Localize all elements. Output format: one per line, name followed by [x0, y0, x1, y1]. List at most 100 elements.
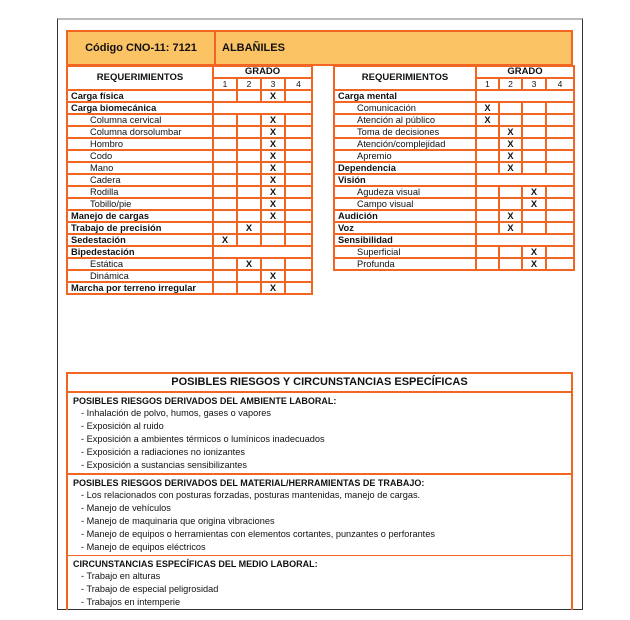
requirement-label: Audición: [333, 209, 477, 223]
grade-cell: [475, 149, 500, 163]
grade-mark: X: [521, 197, 547, 211]
occupation-name: ALBAÑILES: [222, 42, 285, 54]
grade-number: 2: [498, 77, 523, 91]
grade-cell: [284, 161, 313, 175]
requirement-label: Carga física: [66, 89, 214, 103]
grade-cell: [212, 173, 238, 187]
table-row: Carga mental: [333, 89, 575, 103]
requirements-header: REQUERIMIENTOS: [333, 65, 477, 91]
header-row: REQUERIMIENTOS GRADO: [333, 65, 575, 91]
table-row: Cadera X: [66, 173, 313, 187]
risk-item: - Trabajo de especial peligrosidad: [81, 584, 219, 594]
requirement-label: Rodilla: [66, 185, 214, 199]
risks-section: POSIBLES RIESGOS Y CIRCUNSTANCIAS ESPECÍ…: [66, 372, 573, 610]
grade-mark: X: [521, 185, 547, 199]
risk-item: - Exposición a sustancias sensibilizante…: [81, 460, 247, 470]
requirements-header: REQUERIMIENTOS: [66, 65, 214, 91]
grade-cell-merged: [212, 101, 313, 115]
requirement-label: Marcha por terreno irregular: [66, 281, 214, 295]
grade-cell: [284, 137, 313, 151]
grade-cell: [498, 101, 523, 115]
table-row: Manejo de cargas X: [66, 209, 313, 223]
requirement-label: Dependencia: [333, 161, 477, 175]
header-row: REQUERIMIENTOS GRADO: [66, 65, 313, 91]
requirement-label: Manejo de cargas: [66, 209, 214, 223]
grade-cell: [475, 137, 500, 151]
requirement-label: Atención/complejidad: [333, 137, 477, 151]
grade-cell: [284, 149, 313, 163]
grade-cell: [521, 101, 547, 115]
table-row: Mano X: [66, 161, 313, 175]
table-row: Codo X: [66, 149, 313, 163]
table-row: Columna dorsolumbar X: [66, 125, 313, 139]
table-row: Atención al público X: [333, 113, 575, 127]
grade-cell: [475, 257, 500, 271]
grade-mark: X: [475, 113, 500, 127]
grade-cell: [521, 221, 547, 235]
grade-cell: [545, 257, 575, 271]
grade-cell: [284, 89, 313, 103]
risk-group: CIRCUNSTANCIAS ESPECÍFICAS DEL MEDIO LAB…: [68, 556, 571, 610]
grade-mark: X: [498, 149, 523, 163]
grade-cell: [475, 209, 500, 223]
grade-cell: [236, 161, 262, 175]
grade-cell: [545, 185, 575, 199]
table-row: Comunicación X: [333, 101, 575, 115]
grade-cell: [236, 173, 262, 187]
table-row: Superficial X: [333, 245, 575, 259]
requirement-label: Carga mental: [333, 89, 477, 103]
grade-cell: [475, 197, 500, 211]
grade-cell: [260, 221, 286, 235]
grade-cell: [284, 281, 313, 295]
table-row: Apremio X: [333, 149, 575, 163]
grade-cell: [498, 197, 523, 211]
grade-cell: [545, 245, 575, 259]
grade-number: 3: [260, 77, 286, 91]
grade-cell: [212, 209, 238, 223]
page: [57, 18, 583, 610]
grade-mark: X: [236, 257, 262, 271]
grade-cell: [236, 113, 262, 127]
requirement-label: Trabajo de precisión: [66, 221, 214, 235]
grade-cell: [236, 269, 262, 283]
risk-item: - Exposición a ambientes térmicos o lumí…: [81, 434, 325, 444]
requirement-label: Dinámica: [66, 269, 214, 283]
requirement-label: Apremio: [333, 149, 477, 163]
grade-cell: [236, 209, 262, 223]
grade-cell: [545, 137, 575, 151]
table-row: Agudeza visual X: [333, 185, 575, 199]
requirement-label: Voz: [333, 221, 477, 235]
grade-mark: X: [212, 233, 238, 247]
risk-item: - Exposición a radiaciones no ionizantes: [81, 447, 245, 457]
grade-mark: X: [260, 125, 286, 139]
grade-cell: [545, 125, 575, 139]
grade-cell: [545, 209, 575, 223]
grade-cell: [475, 125, 500, 139]
grade-cell-merged: [475, 233, 575, 247]
grade-cell: [212, 281, 238, 295]
requirements-table-physical: REQUERIMIENTOS GRADO 1 2 3 4 Carga física X Carg…: [66, 65, 313, 295]
grade-mark: X: [498, 221, 523, 235]
grade-mark: X: [260, 137, 286, 151]
requirement-label: Columna cervical: [66, 113, 214, 127]
grade-cell: [212, 137, 238, 151]
grade-mark: X: [260, 197, 286, 211]
grade-mark: X: [260, 269, 286, 283]
grade-mark: X: [521, 245, 547, 259]
grade-cell: [521, 149, 547, 163]
grade-mark: X: [498, 161, 523, 175]
grade-cell: [521, 137, 547, 151]
table-row: Rodilla X: [66, 185, 313, 199]
grade-cell: [284, 125, 313, 139]
grade-cell: [212, 269, 238, 283]
grade-cell: [521, 113, 547, 127]
risk-item: - Los relacionados con posturas forzadas…: [81, 490, 421, 500]
grade-cell: [236, 197, 262, 211]
grade-cell: [212, 149, 238, 163]
grade-mark: X: [260, 281, 286, 295]
table-row: Audición X: [333, 209, 575, 223]
grade-cell: [475, 221, 500, 235]
grade-number: 4: [284, 77, 313, 91]
grade-cell: [521, 161, 547, 175]
requirement-label: Cadera: [66, 173, 214, 187]
